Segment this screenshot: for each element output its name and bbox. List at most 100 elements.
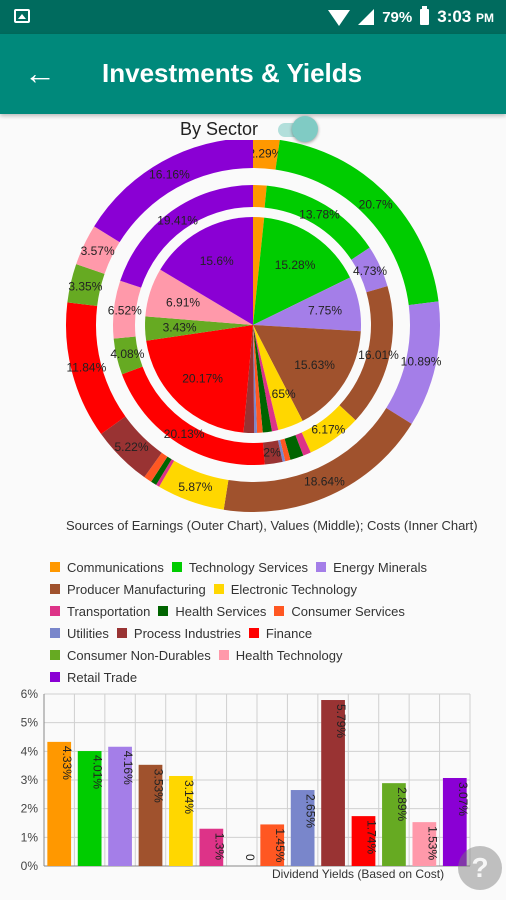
wifi-icon — [328, 10, 351, 26]
donut-slice-middle-consumer-non-durables — [113, 336, 143, 375]
donut-value-label: 20.7% — [359, 197, 393, 211]
dividend-yield-bar-chart: 0% 1% 2% 3% 4% 5% 6% 4.33% 4.01% 4.16% 3.53% 3.14% 1… — [21, 687, 471, 881]
donut-slice-middle-retail-trade — [120, 185, 253, 288]
legend-row: Producer Manufacturing Electronic Technol… — [50, 578, 490, 600]
donut-value-label: 3.43% — [163, 320, 197, 334]
legend-row: Transportation Health Services Consumer Se… — [50, 600, 490, 622]
legend-label: Technology Services — [188, 559, 309, 575]
donut-slice-inner-health-services — [253, 325, 272, 433]
bar-technology-services — [77, 751, 102, 866]
donut-slice-middle-process-industries — [262, 440, 283, 465]
legend-label: Communications — [67, 559, 164, 575]
donut-slice-outer-technology-services — [275, 140, 439, 306]
donut-slice-outer-consumer-non-durables — [67, 264, 105, 307]
clock-time: 3:03 — [437, 7, 472, 26]
donut-slice-inner-process-industries — [243, 325, 255, 433]
donut-slice-outer-finance — [66, 302, 126, 435]
legend-row: Retail Trade — [50, 666, 490, 688]
donut-value-label: 15.28% — [275, 258, 316, 272]
donut-value-label: 3.57% — [81, 244, 115, 258]
legend-label: Transportation — [67, 603, 151, 619]
donut-slice-inner-communications — [253, 217, 265, 325]
legend-item: Health Services — [158, 604, 266, 619]
legend-swatch — [116, 628, 127, 638]
y-tick-label: 6% — [21, 687, 39, 701]
donut-value-label: 4.73% — [353, 264, 387, 278]
by-sector-switch[interactable] — [272, 116, 319, 142]
legend-item: Consumer Services — [274, 603, 405, 619]
bar-retail-trade — [442, 777, 467, 866]
y-tick-label: 2% — [21, 802, 39, 816]
legend-swatch — [50, 650, 60, 660]
donut-slice-outer-health-technology — [76, 226, 120, 274]
legend-swatch — [218, 650, 229, 660]
y-tick-label: 0% — [21, 859, 39, 873]
legend-item: Producer Manufacturing — [50, 582, 206, 597]
legend-row: Communications Technology Services Energy … — [50, 556, 490, 578]
switch-thumb[interactable] — [292, 116, 319, 142]
donut-slice-outer-communications — [253, 140, 280, 170]
donut-slice-inner-retail-trade — [160, 217, 253, 325]
bar-value-label: 1.3% — [212, 833, 226, 861]
donut-slice-outer-consumer-services — [144, 452, 168, 482]
help-button[interactable]: ? — [458, 846, 502, 890]
donut-slice-inner-consumer-services — [253, 325, 263, 433]
donut-slice-middle-producer-manufacturing — [339, 286, 394, 421]
donut-slice-outer-transportation — [156, 459, 175, 487]
donut-value-label: 11.84% — [66, 361, 106, 375]
donut-slice-outer-electronic-technology — [159, 460, 229, 510]
y-tick-label: 5% — [21, 716, 39, 730]
legend-label: Retail Trade — [67, 669, 138, 685]
donut-slice-inner-health-technology — [145, 269, 253, 325]
legend-label: Process Industries — [133, 625, 241, 641]
donut-value-label: 16.16% — [149, 168, 190, 182]
app-bar: ← Investments & Yields — [0, 34, 506, 114]
legend-item: Utilities — [50, 626, 109, 641]
donut-value-label: 6.52% — [108, 304, 142, 318]
legend-item: Communications — [50, 560, 164, 575]
y-tick-label: 1% — [21, 830, 39, 844]
arrow-back-icon[interactable]: ← — [24, 55, 56, 91]
bar-value-label: 3.53% — [152, 769, 166, 803]
legend-label: Consumer Non-Durables — [67, 647, 211, 663]
donut-slice-middle-technology-services — [264, 185, 370, 260]
bar-consumer-non-durables — [382, 783, 406, 866]
bar-value-label: 1.53% — [425, 826, 439, 860]
battery-percent: 79% — [382, 8, 413, 26]
legend-item: Electronic Technology — [213, 582, 357, 597]
bar-communications — [47, 741, 72, 866]
legend-item: Health Technology — [218, 648, 343, 663]
donut-slice-outer-energy-minerals — [386, 301, 440, 424]
donut-slice-inner-technology-services — [253, 217, 351, 325]
donut-value-label: 5.22% — [115, 440, 149, 454]
donut-value-label: 4.08% — [110, 347, 144, 361]
donut-value-label: 10.89% — [401, 355, 442, 369]
bar-chart-title: Dividend Yields (Based on Cost) — [272, 867, 444, 881]
legend-label: Utilities — [67, 625, 109, 641]
donut-slice-middle-electronic-technology — [301, 405, 356, 453]
legend-row: Consumer Non-Durables Health Technology — [50, 644, 490, 666]
toggle-label: By Sector — [180, 118, 259, 139]
legend-label: Consumer Services — [291, 603, 405, 619]
donut-value-label: 19.41% — [157, 213, 198, 227]
bar-electronic-technology — [169, 775, 193, 866]
legend-label: Producer Manufacturing — [67, 581, 206, 597]
legend-swatch — [50, 628, 60, 638]
donut-slice-inner-utilities — [253, 325, 258, 433]
clock: 3:03 PM — [437, 7, 494, 27]
bar-energy-minerals — [108, 746, 132, 866]
legend-swatch — [50, 584, 60, 594]
bar-value-label: 4.01% — [91, 755, 105, 789]
legend-item: Process Industries — [116, 625, 241, 641]
donut-slice-middle-health-services — [284, 435, 304, 460]
donut-value-label: 13.78% — [299, 207, 340, 221]
donut-slice-middle-health-technology — [113, 280, 142, 339]
bar-utilities — [290, 790, 315, 866]
bar-producer-manufacturing — [138, 764, 163, 866]
donut-value-label: 3.35% — [68, 279, 102, 293]
donut-slice-outer-process-industries — [101, 416, 162, 478]
legend-swatch — [316, 562, 327, 572]
donut-value-label: 15.6% — [200, 254, 234, 268]
legend-label: Finance — [265, 625, 313, 641]
donut-slice-middle-transportation — [295, 432, 311, 456]
